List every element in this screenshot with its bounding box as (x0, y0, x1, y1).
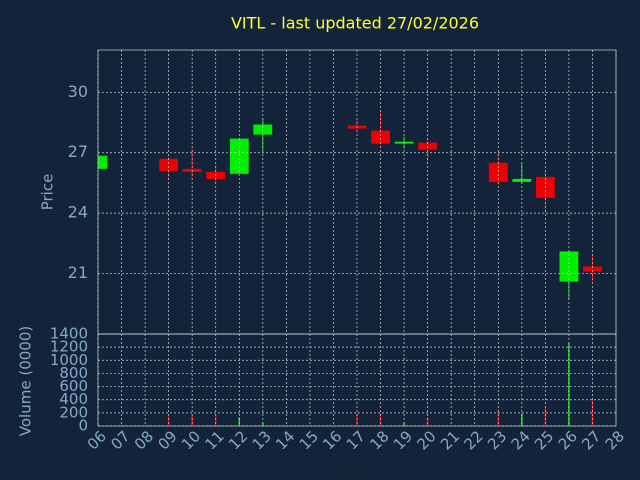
volume-tick-label: 0 (78, 417, 88, 435)
candle-body (488, 162, 508, 182)
volume-axis-label: Volume (0000) (17, 326, 35, 436)
candle-body (371, 130, 390, 144)
volume-bar (544, 407, 547, 426)
chart-title: VITL - last updated 27/02/2026 (231, 14, 479, 33)
candle-body (159, 158, 179, 171)
candle-body (253, 124, 273, 135)
volume-bar (238, 417, 241, 426)
volume-bar (568, 343, 570, 426)
y-tick-label: 21 (68, 263, 88, 282)
candle-body (98, 155, 108, 169)
volume-tick-label: 1000 (50, 351, 88, 369)
candle-body (229, 138, 249, 174)
volume-tick-label: 1400 (50, 325, 88, 343)
y-tick-label: 30 (68, 82, 88, 101)
volume-bar (591, 399, 594, 426)
volume-bar (98, 424, 99, 426)
candle-body (583, 266, 602, 272)
volume-bar (426, 417, 429, 426)
volume-frame (97, 333, 617, 427)
y-axis-label: Price (39, 174, 57, 211)
candle-body (512, 178, 532, 182)
volume-bar (403, 422, 405, 426)
volume-bar (262, 422, 264, 426)
volume-tick-label: 1200 (50, 338, 88, 356)
y-tick-label: 27 (68, 142, 88, 161)
volume-tick-label: 600 (59, 377, 88, 395)
volume-tick-label: 800 (59, 364, 88, 382)
volume-tick-label: 200 (59, 403, 88, 421)
volume-bar (167, 416, 170, 426)
x-axis-label: Day (333, 458, 363, 476)
y-tick-label: 24 (68, 203, 88, 222)
volume-bar (497, 409, 500, 426)
volume-bar (191, 415, 193, 426)
volume-bar (214, 414, 217, 426)
volume-tick-label: 400 (59, 390, 88, 408)
